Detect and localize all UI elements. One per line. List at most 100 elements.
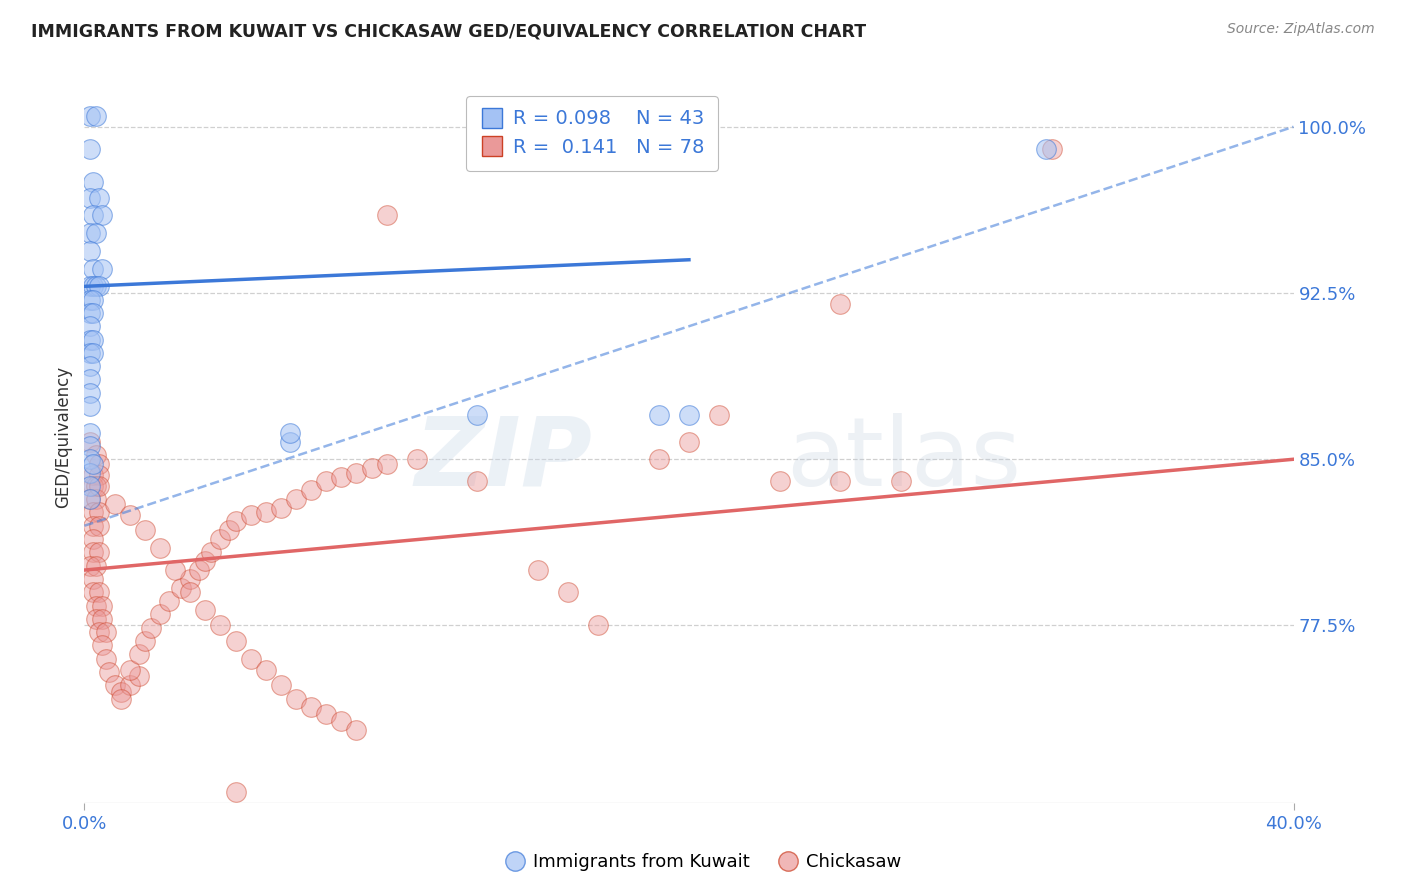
Y-axis label: GED/Equivalency: GED/Equivalency <box>55 366 73 508</box>
Point <box>79 439 101 453</box>
Point <box>346 466 368 480</box>
Point <box>86 109 108 123</box>
Point <box>79 226 101 240</box>
Point <box>648 452 671 467</box>
Point <box>830 297 852 311</box>
Point <box>128 669 150 683</box>
Point <box>91 261 114 276</box>
Point <box>769 475 792 489</box>
Point <box>79 333 101 347</box>
Point <box>79 466 101 480</box>
Point <box>89 457 111 471</box>
Point <box>678 434 700 449</box>
Point <box>82 261 104 276</box>
Point <box>91 639 114 653</box>
Point <box>82 209 104 223</box>
Point <box>86 479 108 493</box>
Point <box>118 508 141 522</box>
Point <box>79 399 101 413</box>
Point <box>467 408 489 422</box>
Point <box>406 452 429 467</box>
Point <box>648 408 671 422</box>
Point <box>79 306 101 320</box>
Point <box>82 293 104 307</box>
Point <box>330 470 353 484</box>
Point <box>194 603 217 617</box>
Point <box>118 678 141 692</box>
Point <box>165 563 187 577</box>
Point <box>194 554 217 568</box>
Point <box>79 479 101 493</box>
Point <box>79 372 101 386</box>
Point <box>179 572 201 586</box>
Point <box>89 505 111 519</box>
Point <box>79 279 101 293</box>
Point <box>239 651 262 665</box>
Point <box>89 625 111 640</box>
Point <box>79 558 101 573</box>
Point <box>709 408 731 422</box>
Point <box>89 479 111 493</box>
Point <box>209 618 232 632</box>
Point <box>225 514 247 528</box>
Legend: Immigrants from Kuwait, Chickasaw: Immigrants from Kuwait, Chickasaw <box>498 847 908 879</box>
Point <box>82 467 104 482</box>
Point <box>254 505 277 519</box>
Point <box>188 563 211 577</box>
Point <box>225 785 247 799</box>
Point <box>270 678 292 692</box>
Point <box>375 209 398 223</box>
Point <box>278 434 301 449</box>
Point <box>82 457 104 471</box>
Point <box>86 612 108 626</box>
Point <box>89 518 111 533</box>
Point <box>89 279 111 293</box>
Point <box>79 293 101 307</box>
Point <box>830 475 852 489</box>
Point <box>82 518 104 533</box>
Point <box>82 306 104 320</box>
Point <box>1040 142 1063 156</box>
Text: ZIP: ZIP <box>415 412 592 506</box>
Point <box>225 634 247 648</box>
Point <box>79 359 101 373</box>
Point <box>82 175 104 189</box>
Point <box>89 545 111 559</box>
Point <box>82 346 104 360</box>
Point <box>285 691 308 706</box>
Point <box>1035 142 1057 156</box>
Text: atlas: atlas <box>786 412 1021 506</box>
Point <box>149 607 172 622</box>
Point <box>89 467 111 482</box>
Point <box>82 585 104 599</box>
Point <box>86 558 108 573</box>
Point <box>299 483 322 498</box>
Point <box>86 226 108 240</box>
Point <box>79 425 101 440</box>
Point <box>79 346 101 360</box>
Point <box>79 244 101 258</box>
Point <box>110 691 132 706</box>
Point <box>82 279 104 293</box>
Point <box>375 457 398 471</box>
Point <box>79 385 101 400</box>
Point <box>79 492 101 507</box>
Point <box>270 501 292 516</box>
Point <box>91 599 114 613</box>
Point <box>82 572 104 586</box>
Point <box>330 714 353 728</box>
Point <box>557 585 579 599</box>
Point <box>315 475 337 489</box>
Text: IMMIGRANTS FROM KUWAIT VS CHICKASAW GED/EQUIVALENCY CORRELATION CHART: IMMIGRANTS FROM KUWAIT VS CHICKASAW GED/… <box>31 22 866 40</box>
Legend: R = 0.098    N = 43, R =  0.141   N = 78: R = 0.098 N = 43, R = 0.141 N = 78 <box>467 95 718 170</box>
Point <box>157 594 180 608</box>
Point <box>149 541 172 555</box>
Point <box>278 425 301 440</box>
Point <box>89 191 111 205</box>
Point <box>678 408 700 422</box>
Point <box>254 663 277 677</box>
Point <box>134 523 156 537</box>
Point <box>86 279 108 293</box>
Point <box>79 492 101 507</box>
Point <box>79 319 101 334</box>
